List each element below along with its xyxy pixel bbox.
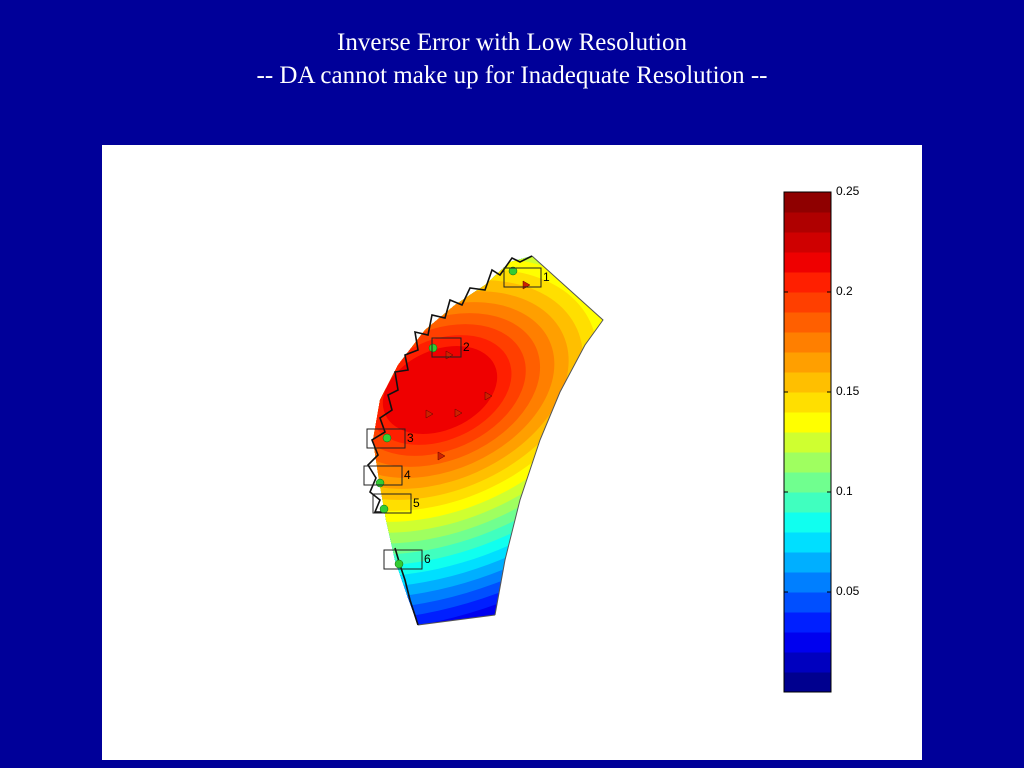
colorbar-band bbox=[784, 292, 831, 313]
coastline bbox=[366, 255, 533, 626]
colorbar-band bbox=[784, 532, 831, 553]
station-box bbox=[363, 465, 403, 486]
colorbar-band bbox=[784, 332, 831, 353]
figure-panel: 1 2 3 4 5 6 0.05 0.1 0.15 0.2 0.25 bbox=[102, 145, 922, 760]
marker bbox=[484, 391, 493, 401]
station-label: 6 bbox=[424, 552, 431, 566]
colorbar-band bbox=[784, 552, 831, 573]
station-dot bbox=[394, 559, 404, 569]
colorbar-tick-label: 0.1 bbox=[836, 484, 853, 498]
colorbar-band bbox=[784, 612, 831, 633]
colorbar-band bbox=[784, 312, 831, 333]
marker bbox=[437, 451, 446, 461]
colorbar-band bbox=[784, 572, 831, 593]
colorbar-band bbox=[784, 492, 831, 513]
station-dot bbox=[382, 433, 392, 443]
marker bbox=[425, 409, 434, 419]
colorbar-band bbox=[784, 252, 831, 273]
colorbar-band bbox=[784, 512, 831, 533]
domain-boundary bbox=[417, 255, 604, 626]
subtitle: -- DA cannot make up for Inadequate Reso… bbox=[256, 62, 768, 89]
station-label: 3 bbox=[407, 431, 414, 445]
colorbar: 0.05 0.1 0.15 0.2 0.25 bbox=[783, 184, 860, 693]
colorbar-tick-label: 0.2 bbox=[836, 284, 853, 298]
colorbar-band bbox=[784, 632, 831, 653]
colorbar-band bbox=[784, 192, 831, 213]
colorbar-tick-label: 0.25 bbox=[836, 184, 860, 198]
colorbar-frame bbox=[783, 191, 832, 693]
contour-band bbox=[382, 346, 498, 434]
station-label: 4 bbox=[404, 468, 411, 482]
colorbar-band bbox=[784, 672, 831, 693]
colorbar-band bbox=[784, 232, 831, 253]
colorbar-tick-label: 0.15 bbox=[836, 384, 860, 398]
station-box bbox=[366, 428, 406, 449]
title: Inverse Error with Low Resolution bbox=[337, 29, 687, 56]
colorbar-band bbox=[784, 392, 831, 413]
station-box bbox=[431, 337, 462, 358]
colorbar-band bbox=[784, 272, 831, 293]
station-dot bbox=[379, 504, 389, 514]
station-box bbox=[383, 549, 423, 570]
colorbar-band bbox=[784, 372, 831, 393]
station-dot bbox=[375, 478, 385, 488]
station-boxes bbox=[363, 267, 542, 570]
station-box bbox=[372, 493, 412, 514]
contour-field bbox=[373, 256, 603, 625]
station-label: 5 bbox=[413, 496, 420, 510]
marker bbox=[454, 408, 463, 418]
station-dot bbox=[508, 266, 518, 276]
colorbar-band bbox=[784, 412, 831, 433]
colorbar-band bbox=[784, 592, 831, 613]
station-dot bbox=[428, 343, 438, 353]
colorbar-band bbox=[784, 352, 831, 373]
station-box bbox=[503, 267, 542, 288]
colorbar-tick-label: 0.05 bbox=[836, 584, 860, 598]
colorbar-band bbox=[784, 452, 831, 473]
colorbar-band bbox=[784, 432, 831, 453]
figure: 1 2 3 4 5 6 0.05 0.1 0.15 0.2 0.25 bbox=[363, 184, 860, 693]
title-block: Inverse Error with Low Resolution -- DA … bbox=[0, 26, 1024, 92]
colorbar-band bbox=[784, 472, 831, 493]
station-label: 2 bbox=[463, 340, 470, 354]
colorbar-band bbox=[784, 652, 831, 673]
station-label: 1 bbox=[543, 270, 550, 284]
colorbar-band bbox=[784, 212, 831, 233]
